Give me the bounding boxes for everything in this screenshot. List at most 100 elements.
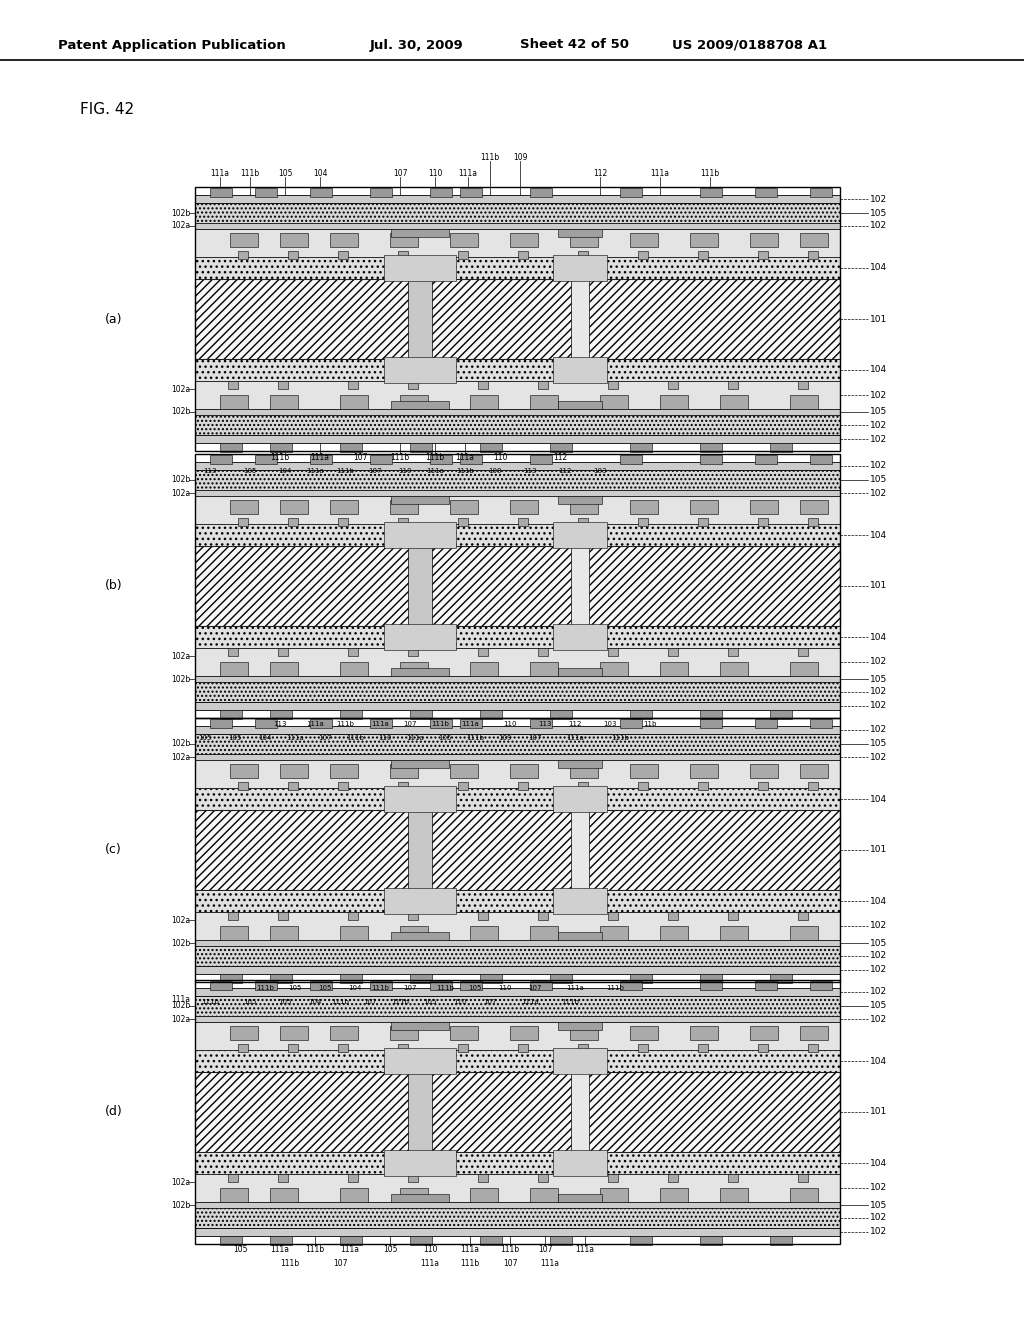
Bar [470, 1188, 498, 1203]
Bar [460, 455, 482, 465]
Bar [195, 987, 840, 997]
Bar [390, 234, 418, 247]
Bar [800, 1026, 828, 1040]
Text: 111b: 111b [501, 1246, 519, 1254]
Bar [340, 974, 362, 983]
Bar [220, 927, 248, 940]
Bar [195, 195, 840, 203]
Text: 111a: 111a [306, 469, 324, 474]
Bar [553, 255, 607, 281]
Bar [728, 1173, 738, 1181]
Bar [570, 1026, 598, 1040]
Bar [578, 517, 588, 525]
Text: 105: 105 [870, 939, 887, 948]
Bar [790, 1188, 818, 1203]
Bar [810, 455, 831, 465]
Text: 105: 105 [199, 735, 212, 741]
Text: 113: 113 [539, 721, 552, 727]
Bar [408, 1072, 432, 1152]
Bar [690, 500, 718, 513]
Bar [195, 409, 840, 414]
Bar [195, 1228, 840, 1236]
Text: 107: 107 [528, 735, 542, 741]
Bar [530, 719, 552, 729]
Bar [638, 781, 648, 789]
Text: 111b: 111b [480, 153, 500, 161]
Bar [195, 726, 840, 974]
Text: 102: 102 [870, 921, 887, 931]
Bar [384, 521, 456, 548]
Text: 111b: 111b [256, 985, 274, 991]
Text: US 2009/0188708 A1: US 2009/0188708 A1 [672, 38, 827, 51]
Bar [770, 1236, 792, 1245]
Bar [195, 1022, 840, 1049]
Bar [808, 1044, 818, 1052]
Bar [790, 663, 818, 676]
Bar [220, 395, 248, 409]
Text: 102: 102 [870, 391, 887, 400]
Bar [660, 395, 688, 409]
Bar [480, 974, 502, 983]
Bar [330, 764, 358, 777]
Bar [550, 1236, 572, 1245]
Bar [195, 1049, 840, 1072]
Bar [195, 912, 840, 940]
Text: 104: 104 [870, 531, 887, 540]
Bar [195, 496, 840, 524]
Bar [553, 1048, 607, 1074]
Bar [700, 974, 722, 983]
Bar [195, 946, 840, 966]
Text: 104: 104 [308, 999, 322, 1005]
Bar [270, 663, 298, 676]
Bar [195, 718, 840, 982]
Bar [758, 1044, 768, 1052]
Bar [195, 726, 840, 734]
Text: 105: 105 [870, 1002, 887, 1011]
Text: (b): (b) [105, 579, 123, 593]
Bar [391, 401, 449, 409]
Text: 111a: 111a [371, 721, 389, 727]
Bar [195, 203, 840, 223]
Bar [700, 981, 722, 990]
Bar [538, 1173, 548, 1181]
Text: 113: 113 [203, 469, 217, 474]
Bar [571, 279, 589, 359]
Bar [470, 663, 498, 676]
Bar [195, 682, 840, 702]
Bar [798, 1173, 808, 1181]
Text: 111b: 111b [700, 169, 720, 177]
Text: 110: 110 [398, 469, 412, 474]
Bar [553, 624, 607, 649]
Text: 110: 110 [493, 453, 507, 462]
Bar [238, 1044, 248, 1052]
Bar [538, 912, 548, 920]
Text: 112: 112 [568, 721, 582, 727]
Text: 103: 103 [603, 721, 616, 727]
Text: 109: 109 [513, 153, 527, 161]
Text: 102a: 102a [171, 385, 190, 393]
Bar [690, 234, 718, 247]
Bar [450, 764, 478, 777]
Bar [750, 1026, 778, 1040]
Bar [195, 987, 840, 1236]
Text: 105: 105 [244, 469, 257, 474]
Text: 102: 102 [870, 488, 887, 498]
Bar [195, 228, 840, 257]
Text: 110: 110 [378, 735, 392, 741]
Bar [195, 187, 840, 451]
Text: 104: 104 [870, 795, 887, 804]
Text: 102b: 102b [171, 408, 190, 417]
Bar [408, 912, 418, 920]
Bar [195, 490, 840, 496]
Bar [288, 251, 298, 259]
Bar [728, 381, 738, 389]
Bar [310, 719, 332, 729]
Bar [558, 760, 602, 768]
Bar [195, 760, 840, 788]
Bar [370, 981, 392, 990]
Text: 105: 105 [279, 999, 292, 1005]
Bar [230, 234, 258, 247]
Bar [228, 1173, 238, 1181]
Bar [608, 1173, 618, 1181]
Bar [195, 195, 840, 444]
